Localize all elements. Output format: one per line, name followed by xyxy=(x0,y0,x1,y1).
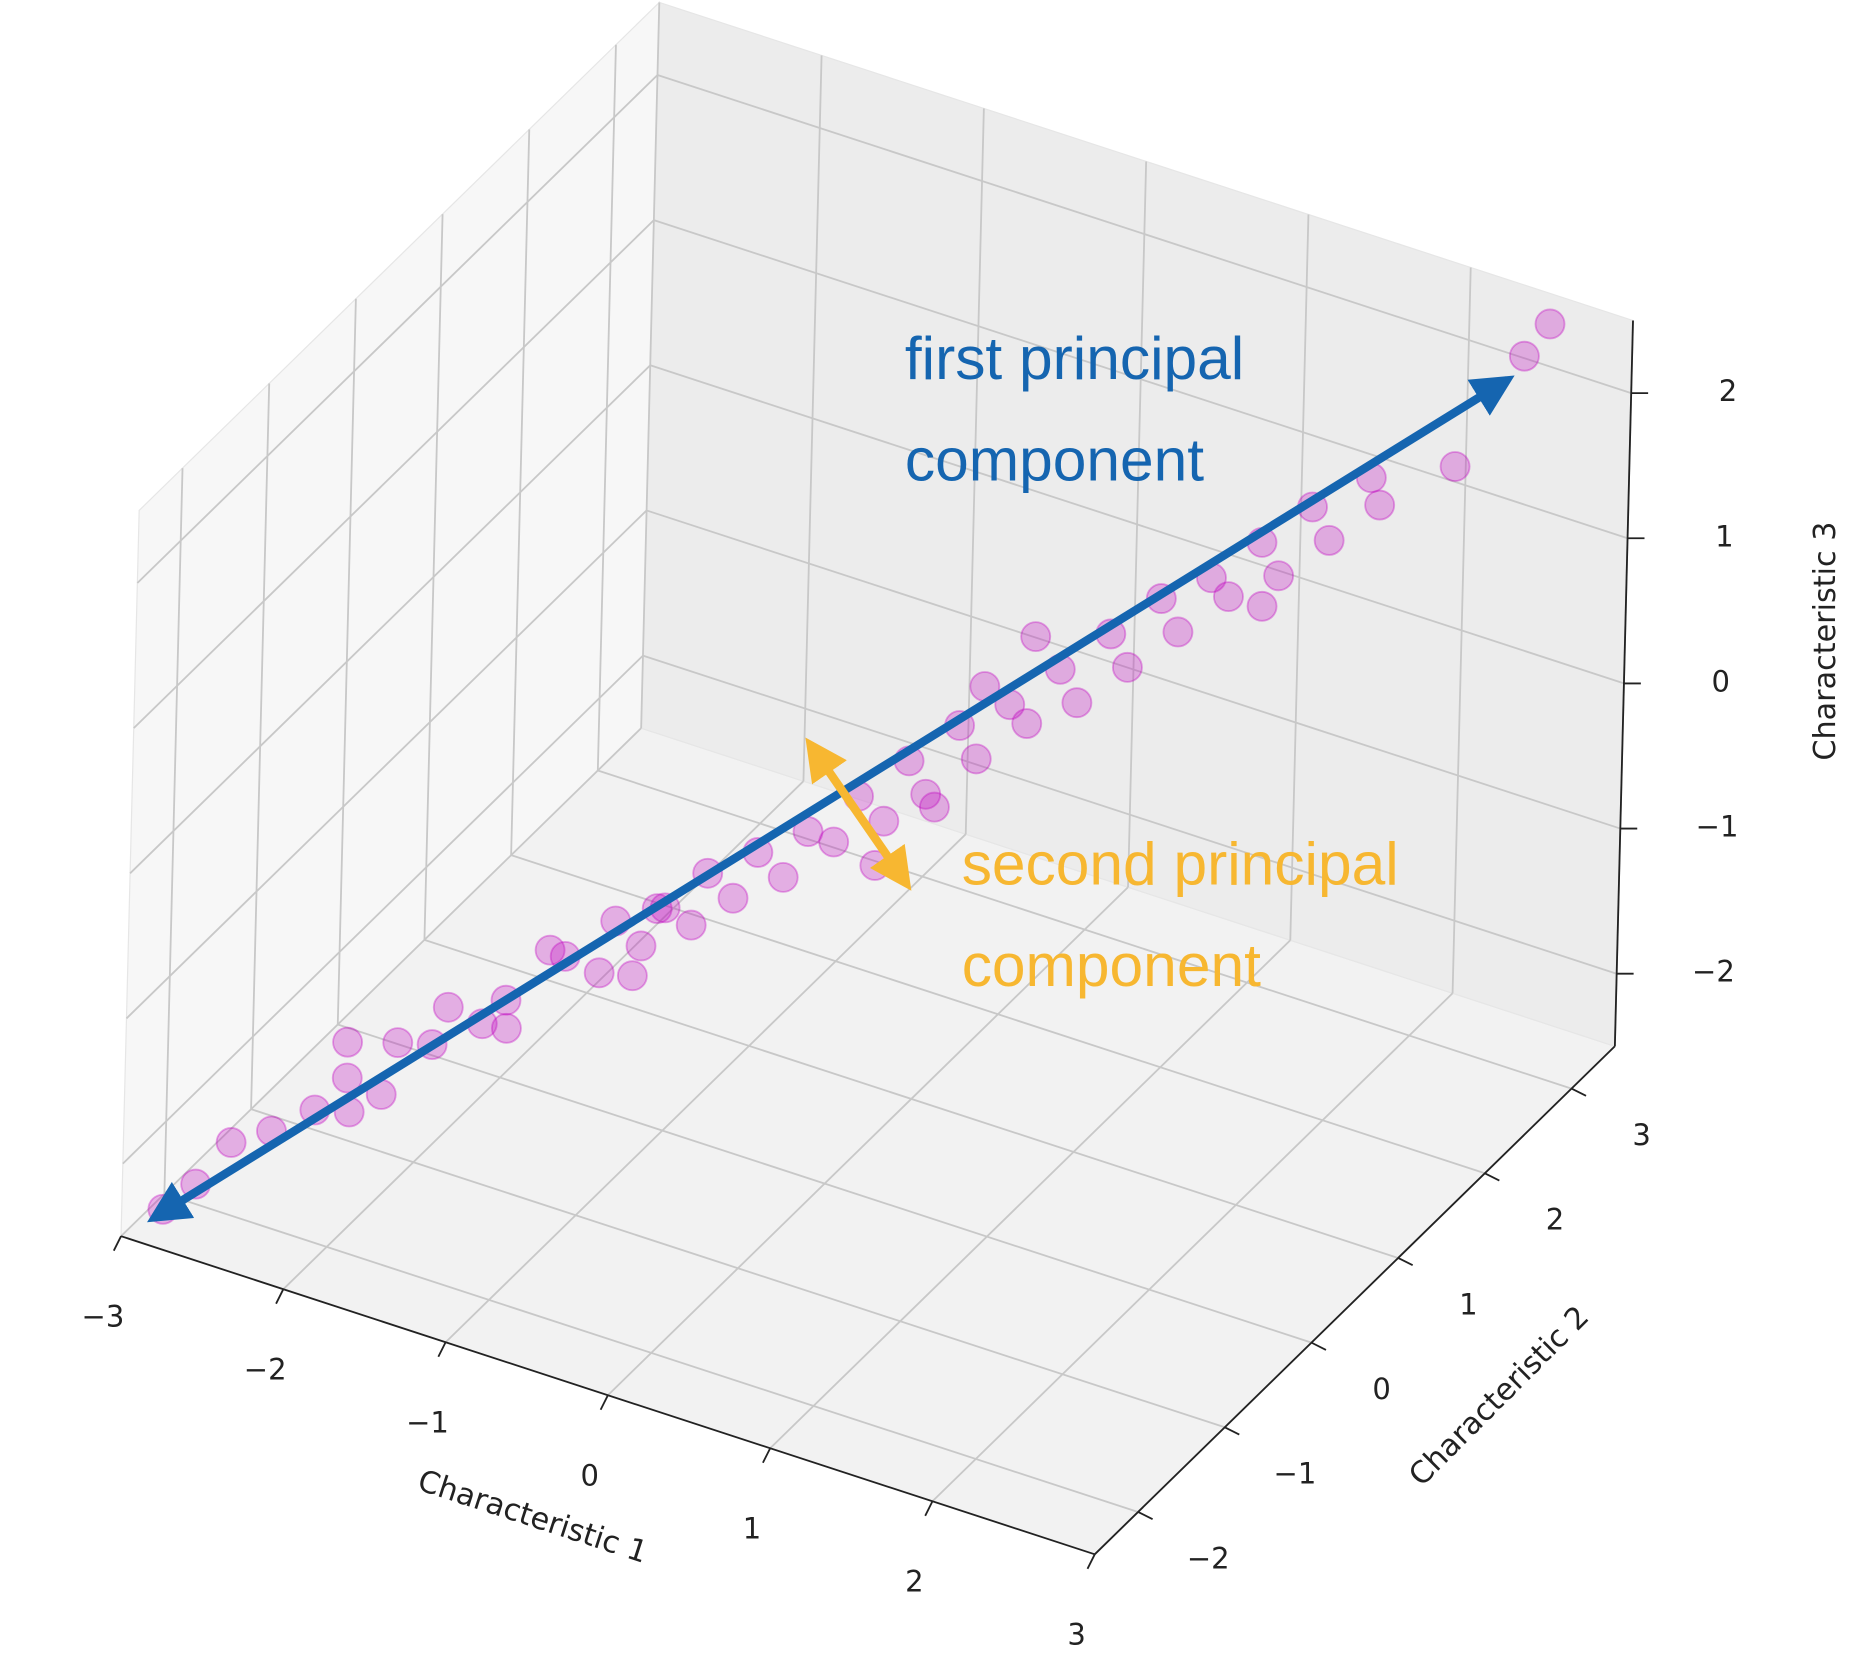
y-tick-label: 2 xyxy=(1546,1203,1564,1237)
point xyxy=(1112,651,1143,683)
y-tick-label: −1 xyxy=(1274,1457,1317,1491)
tick-mark xyxy=(1484,1172,1500,1182)
z-tick-label: 1 xyxy=(1715,519,1733,553)
y-tick-label: 0 xyxy=(1372,1372,1390,1406)
z-axis-label: Characteristic 3 xyxy=(1808,522,1843,761)
point xyxy=(332,1026,364,1058)
panes xyxy=(119,0,1634,1555)
point xyxy=(1061,687,1093,719)
tick-mark xyxy=(1571,1087,1587,1097)
x-tick-label: −2 xyxy=(244,1352,287,1386)
point xyxy=(215,1127,247,1158)
grid-line xyxy=(657,74,1632,394)
point xyxy=(382,1027,414,1059)
point xyxy=(1508,340,1540,372)
tick-mark xyxy=(112,1235,122,1252)
tick-mark xyxy=(1224,1426,1240,1436)
point xyxy=(1246,590,1278,622)
annotation-arrow xyxy=(805,737,912,891)
tick-mark xyxy=(762,1447,771,1464)
point xyxy=(490,1012,522,1044)
point xyxy=(1162,616,1194,648)
y-tick-label: 3 xyxy=(1632,1118,1650,1152)
annotation-text: component xyxy=(962,931,1261,999)
point xyxy=(625,930,657,962)
tick-mark xyxy=(1137,1511,1154,1521)
y-tick-label: 1 xyxy=(1459,1287,1477,1321)
y-tick-label: −2 xyxy=(1187,1541,1230,1575)
point xyxy=(1534,308,1566,340)
tick-mark xyxy=(1086,1553,1096,1570)
tick-mark xyxy=(275,1288,285,1305)
x-tick-label: 2 xyxy=(905,1565,923,1599)
point xyxy=(616,960,648,992)
x-tick-label: 1 xyxy=(743,1512,761,1546)
z-tick-label: 0 xyxy=(1711,664,1729,698)
point xyxy=(960,743,992,775)
y-axis-line xyxy=(1094,1045,1616,1555)
point xyxy=(767,861,799,893)
x-tick-label: −1 xyxy=(406,1405,449,1439)
annotation-text: component xyxy=(905,425,1204,493)
tick-mark xyxy=(1397,1257,1414,1267)
point xyxy=(675,909,707,941)
point xyxy=(1020,621,1052,653)
z-tick-label: −1 xyxy=(1696,810,1739,844)
point xyxy=(818,826,850,858)
tick-mark xyxy=(1311,1341,1327,1351)
grid-line xyxy=(164,1192,1139,1513)
tick-mark xyxy=(437,1341,447,1358)
z-tick-label: −2 xyxy=(1692,955,1735,989)
point xyxy=(717,882,749,914)
annotation-text: second principal xyxy=(962,829,1399,897)
point xyxy=(1364,489,1396,521)
point xyxy=(1439,451,1471,482)
tick-mark xyxy=(924,1500,934,1517)
x-tick-label: −3 xyxy=(82,1299,125,1333)
x-tick-label: 3 xyxy=(1067,1618,1085,1652)
point xyxy=(918,791,950,823)
z-tick-label: 2 xyxy=(1719,374,1737,408)
x-tick-label: 0 xyxy=(581,1458,599,1492)
point xyxy=(432,991,464,1023)
axes: −3 −2 −1 0 1 2 3 −2 −1 0 1 2 3 −2 −1 0 1 2 xyxy=(82,320,1739,1652)
annotations: first principal component second principal… xyxy=(147,324,1515,1223)
point xyxy=(1263,560,1295,592)
point xyxy=(583,957,615,989)
tick-mark xyxy=(599,1394,609,1411)
point xyxy=(1313,524,1345,556)
x-axis-label: Characteristic 1 xyxy=(414,1463,652,1570)
y-axis-label: Characteristic 2 xyxy=(1402,1299,1596,1493)
annotation-text: first principal xyxy=(905,324,1244,392)
